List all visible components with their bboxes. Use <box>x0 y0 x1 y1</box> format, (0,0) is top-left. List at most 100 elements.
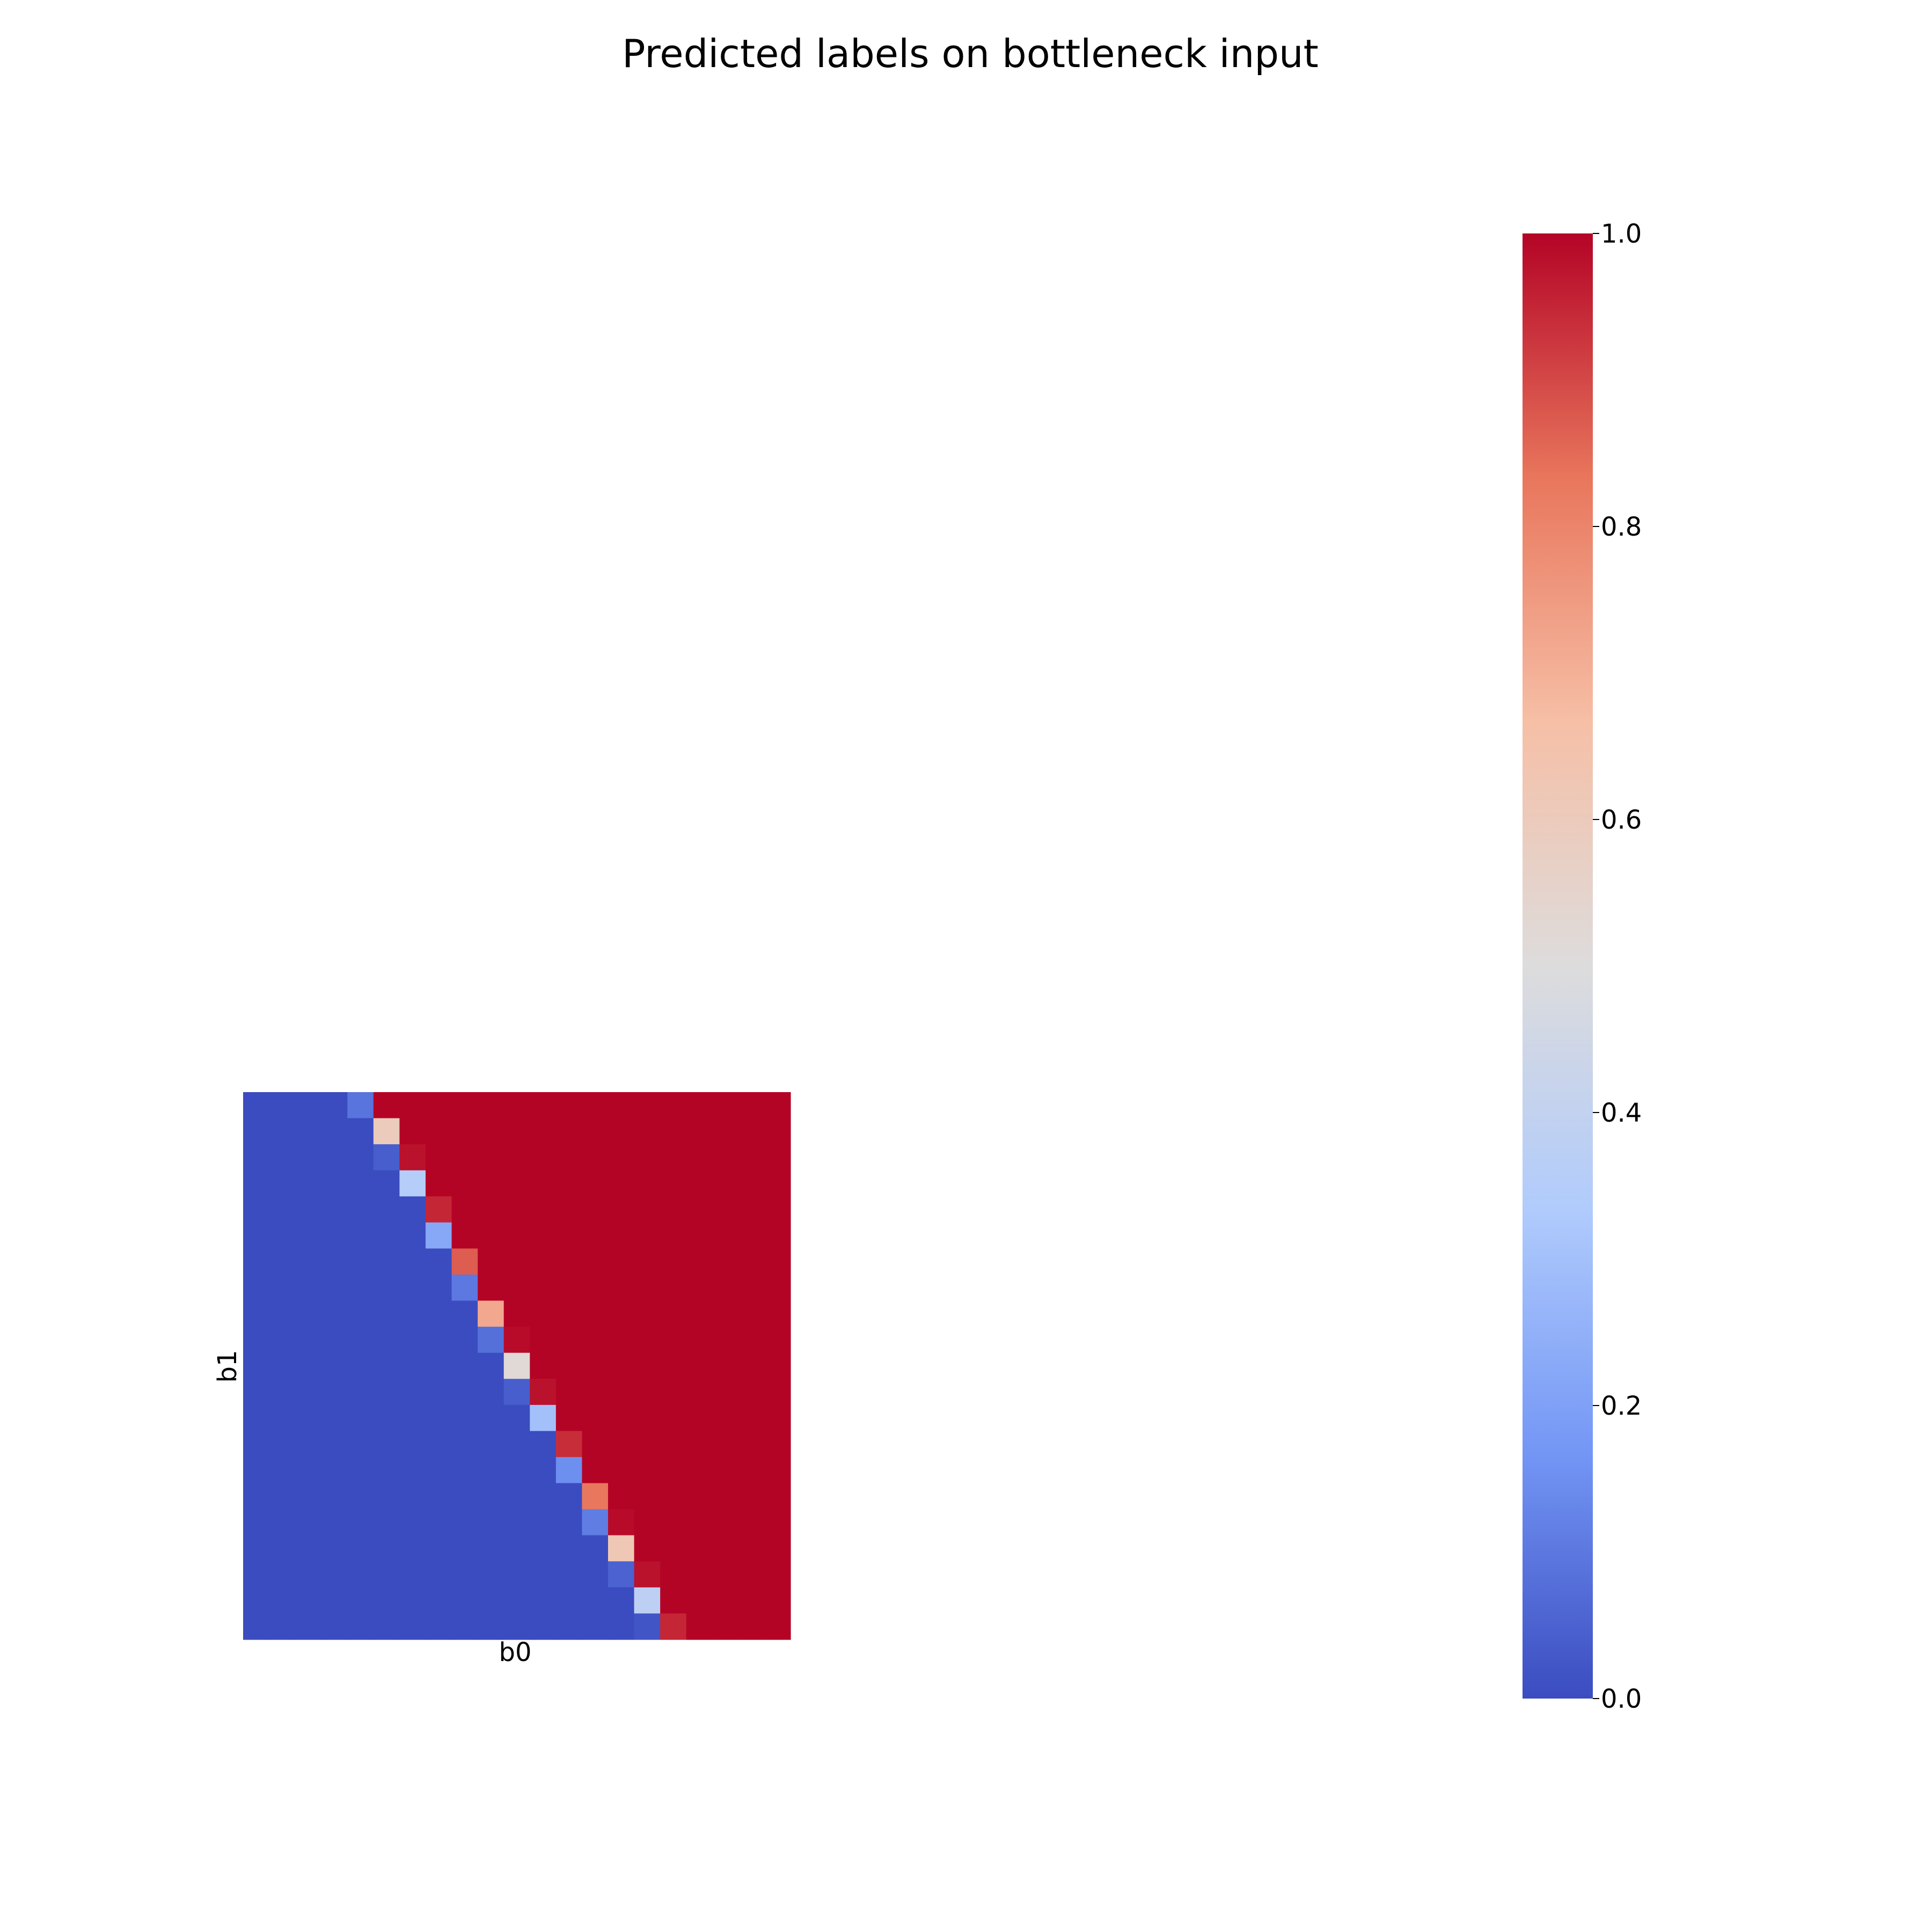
heatmap-cell <box>608 1352 635 1379</box>
heatmap-cell <box>660 1431 687 1458</box>
heatmap-cell <box>295 1327 322 1353</box>
heatmap-cell <box>738 1222 765 1249</box>
heatmap-cell <box>608 1196 635 1223</box>
heatmap-cell <box>269 1483 296 1510</box>
heatmap-cell <box>478 1196 504 1223</box>
heatmap-cell <box>426 1587 452 1614</box>
heatmap-cell <box>555 1118 583 1145</box>
heatmap-cell <box>555 1535 583 1562</box>
heatmap-cell <box>373 1431 400 1458</box>
heatmap-cell <box>530 1431 557 1458</box>
heatmap-cell <box>243 1092 270 1119</box>
heatmap-cell <box>321 1613 348 1640</box>
heatmap-cell <box>243 1144 270 1171</box>
heatmap-cell <box>608 1144 635 1171</box>
heatmap-cell <box>399 1300 426 1327</box>
heatmap-cell <box>764 1092 791 1119</box>
heatmap-cell <box>347 1196 374 1223</box>
heatmap-cell <box>426 1509 452 1536</box>
heatmap-cell <box>555 1431 583 1458</box>
heatmap-cell <box>426 1092 452 1119</box>
heatmap-cell <box>634 1196 661 1223</box>
heatmap-cell <box>243 1613 270 1640</box>
heatmap-cell <box>660 1092 687 1119</box>
heatmap-cell <box>269 1248 296 1275</box>
heatmap-cell <box>530 1561 557 1588</box>
heatmap-cell <box>269 1587 296 1614</box>
heatmap-cell <box>530 1092 557 1119</box>
heatmap-cell <box>555 1561 583 1588</box>
heatmap-cell <box>451 1144 478 1171</box>
heatmap-cell <box>503 1613 530 1640</box>
heatmap-cell <box>764 1170 791 1197</box>
heatmap-cell <box>451 1300 478 1327</box>
heatmap-cell <box>686 1170 713 1197</box>
heatmap-cell <box>712 1222 739 1249</box>
heatmap-cell <box>399 1561 426 1588</box>
heatmap-cell <box>634 1222 661 1249</box>
heatmap-cell <box>503 1248 530 1275</box>
heatmap-cell <box>503 1352 530 1379</box>
heatmap-cell <box>373 1170 400 1197</box>
colorbar <box>1523 233 1593 1699</box>
heatmap-cell <box>478 1144 504 1171</box>
heatmap-cell <box>530 1196 557 1223</box>
heatmap-cell <box>634 1379 661 1406</box>
heatmap-cell <box>634 1561 661 1588</box>
heatmap-cell <box>295 1457 322 1484</box>
heatmap-cell <box>426 1404 452 1432</box>
heatmap-cell <box>530 1587 557 1614</box>
heatmap-cell <box>451 1509 478 1536</box>
heatmap-cell <box>555 1404 583 1432</box>
heatmap-cell <box>764 1561 791 1588</box>
heatmap-cell <box>582 1379 609 1406</box>
heatmap-cell <box>530 1222 557 1249</box>
heatmap-cell <box>295 1352 322 1379</box>
heatmap-cell <box>530 1118 557 1145</box>
heatmap-cell <box>634 1483 661 1510</box>
heatmap-cell <box>347 1118 374 1145</box>
heatmap-cell <box>686 1300 713 1327</box>
heatmap-cell <box>503 1535 530 1562</box>
heatmap-cell <box>451 1431 478 1458</box>
heatmap-cell <box>712 1587 739 1614</box>
heatmap-cell <box>503 1483 530 1510</box>
colorbar-tick-label: 0.8 <box>1601 512 1642 542</box>
heatmap-cell <box>399 1613 426 1640</box>
heatmap-cell <box>373 1379 400 1406</box>
heatmap-cell <box>295 1275 322 1301</box>
heatmap-cell <box>347 1300 374 1327</box>
heatmap-cell <box>660 1379 687 1406</box>
heatmap-cell <box>451 1535 478 1562</box>
heatmap-cell <box>555 1196 583 1223</box>
heatmap-cell <box>399 1248 426 1275</box>
heatmap-cell <box>660 1352 687 1379</box>
heatmap-cell <box>347 1379 374 1406</box>
heatmap-cell <box>347 1144 374 1171</box>
heatmap-cell <box>503 1587 530 1614</box>
heatmap-cell <box>399 1144 426 1171</box>
heatmap-cell <box>426 1561 452 1588</box>
heatmap-cell <box>347 1587 374 1614</box>
heatmap-cell <box>686 1613 713 1640</box>
heatmap-cell <box>373 1092 400 1119</box>
heatmap-cell <box>582 1118 609 1145</box>
heatmap-cell <box>243 1535 270 1562</box>
heatmap-cell <box>686 1248 713 1275</box>
heatmap-cell <box>555 1092 583 1119</box>
heatmap-cell <box>686 1092 713 1119</box>
heatmap-cell <box>660 1404 687 1432</box>
heatmap-cell <box>478 1300 504 1327</box>
heatmap-cell <box>582 1170 609 1197</box>
heatmap-cell <box>295 1092 322 1119</box>
heatmap-cell <box>426 1352 452 1379</box>
heatmap-cell <box>608 1509 635 1536</box>
heatmap-cell <box>399 1509 426 1536</box>
heatmap-cell <box>478 1613 504 1640</box>
heatmap-cell <box>660 1535 687 1562</box>
heatmap-cell <box>478 1248 504 1275</box>
heatmap-cell <box>530 1483 557 1510</box>
heatmap-cell <box>269 1352 296 1379</box>
heatmap-cell <box>503 1404 530 1432</box>
